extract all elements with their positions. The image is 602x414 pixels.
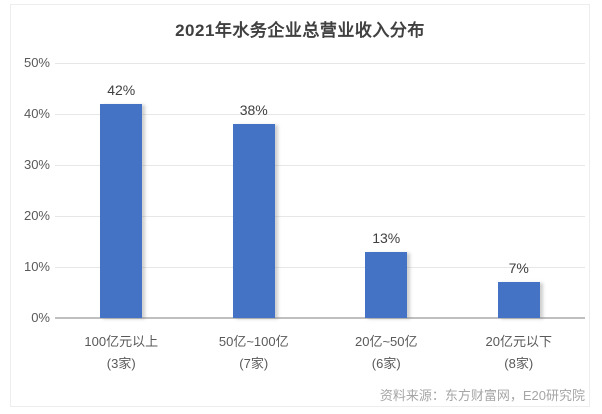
y-tick-label: 40% [23, 106, 50, 121]
x-category-range: 50亿~100亿 [218, 334, 289, 349]
bar-value-label: 13% [372, 229, 401, 246]
bar [497, 282, 540, 318]
y-tick-label: 10% [23, 259, 50, 274]
chart-title: 2021年水务企业总营业收入分布 [175, 21, 425, 40]
x-category-label: 50亿~100亿 (7家) [184, 331, 324, 375]
bar-value-label: 42% [107, 81, 136, 98]
y-tick-label: 50% [23, 55, 50, 70]
x-category-label: 20亿元以下 (8家) [449, 331, 589, 375]
gridline [55, 114, 585, 115]
y-tick-label: 30% [23, 157, 50, 172]
y-tick-label: 0% [31, 310, 50, 325]
y-tick-label: 20% [23, 208, 50, 223]
bar [232, 124, 275, 318]
bar [365, 251, 408, 318]
x-category-label: 20亿~50亿 (6家) [316, 331, 456, 375]
x-category-range: 20亿元以下 [485, 334, 552, 349]
bar-value-label: 7% [508, 260, 529, 277]
x-category-count: (7家) [239, 356, 269, 371]
gridline [55, 165, 585, 166]
gridline [55, 216, 585, 217]
bar-value-label: 38% [239, 102, 268, 119]
x-category-range: 100亿元以上 [84, 334, 159, 349]
source-note: 资料来源：东方财富网，E20研究院 [379, 388, 585, 403]
gridline [55, 267, 585, 268]
x-axis-baseline [55, 317, 585, 319]
gridline [55, 63, 585, 64]
x-category-count: (6家) [371, 356, 401, 371]
bar [100, 103, 143, 318]
x-category-label: 100亿元以上 (3家) [51, 331, 191, 375]
x-category-count: (3家) [106, 356, 136, 371]
x-category-range: 20亿~50亿 [354, 334, 418, 349]
x-category-count: (8家) [504, 356, 534, 371]
